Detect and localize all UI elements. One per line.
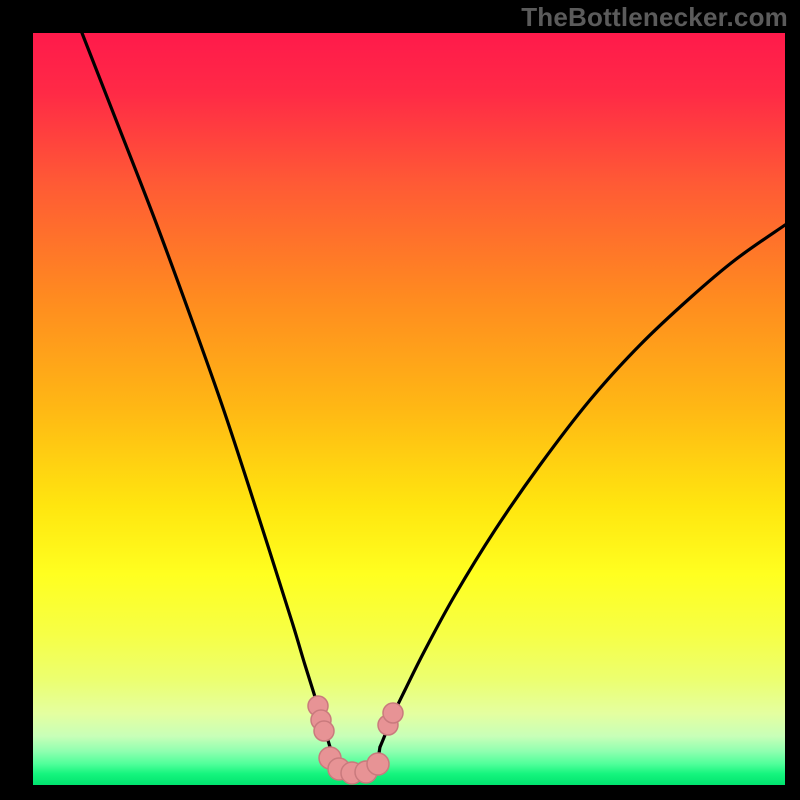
chart-svg — [0, 0, 800, 800]
marker-dot — [383, 703, 403, 723]
marker-dot — [314, 721, 334, 741]
watermark-text: TheBottlenecker.com — [521, 2, 788, 33]
frame-border-left — [0, 0, 33, 800]
frame-border-bottom — [0, 785, 800, 800]
chart-canvas: TheBottlenecker.com — [0, 0, 800, 800]
frame-border-right — [785, 0, 800, 800]
gradient-background — [33, 33, 785, 785]
marker-dot — [367, 753, 389, 775]
